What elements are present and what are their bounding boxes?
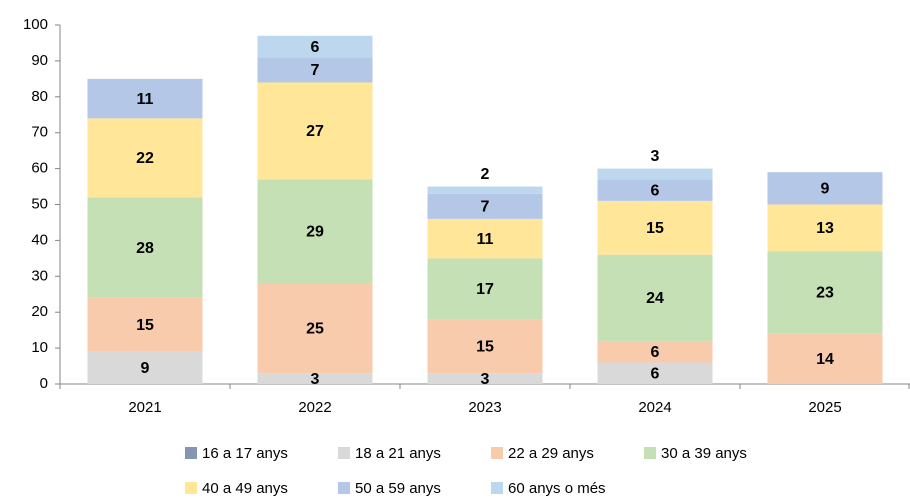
bar-segment xyxy=(767,251,883,334)
value-label: 29 xyxy=(306,224,324,241)
bar-segment xyxy=(427,193,543,219)
legend-swatch xyxy=(338,482,350,494)
legend-label: 50 a 59 anys xyxy=(355,480,441,497)
legend-label: 30 a 39 anys xyxy=(661,445,747,462)
legend-label: 60 anys o més xyxy=(508,480,606,497)
bar-segment xyxy=(597,362,713,384)
x-tick-label: 2022 xyxy=(298,399,331,416)
x-tick-label: 2025 xyxy=(808,399,841,416)
value-label: 6 xyxy=(311,39,320,56)
value-label: 17 xyxy=(476,281,494,298)
legend-swatch xyxy=(185,447,197,459)
value-label: 11 xyxy=(477,231,494,248)
y-tick-label: 30 xyxy=(31,267,48,284)
bar-segment xyxy=(597,340,713,363)
bar-segment xyxy=(427,218,543,259)
value-label: 6 xyxy=(651,365,660,382)
bar-segment xyxy=(597,179,713,201)
value-label: 9 xyxy=(141,360,150,377)
legend-label: 22 a 29 anys xyxy=(508,445,594,462)
y-tick-label: 0 xyxy=(40,375,48,392)
value-label: 15 xyxy=(646,220,664,237)
value-label: 24 xyxy=(646,290,664,307)
legend-swatch xyxy=(338,447,350,459)
bar-segment xyxy=(87,197,203,298)
bar-segment xyxy=(767,204,883,252)
value-label: 2 xyxy=(481,166,490,183)
value-label: 3 xyxy=(651,148,660,165)
value-label: 28 xyxy=(136,240,154,257)
x-tick-label: 2024 xyxy=(638,399,671,416)
bar-segment xyxy=(427,186,543,194)
bar-segment xyxy=(257,373,373,384)
value-label: 27 xyxy=(306,123,324,140)
value-label: 25 xyxy=(306,321,324,338)
legend-label: 18 a 21 anys xyxy=(355,445,441,462)
bar-segment xyxy=(257,57,373,83)
bar-segment xyxy=(87,351,203,384)
legend-swatch xyxy=(644,447,656,459)
legend-label: 40 a 49 anys xyxy=(202,480,288,497)
value-label: 6 xyxy=(651,344,660,361)
value-label: 15 xyxy=(476,339,494,356)
bar-segment xyxy=(257,82,373,180)
value-label: 14 xyxy=(816,351,834,368)
value-label: 11 xyxy=(137,91,154,108)
bar-segment xyxy=(257,179,373,284)
value-label: 9 xyxy=(821,181,830,198)
value-label: 6 xyxy=(651,182,660,199)
y-tick-label: 50 xyxy=(31,195,48,212)
value-label: 3 xyxy=(311,371,320,388)
y-tick-label: 20 xyxy=(31,303,48,320)
y-tick-label: 70 xyxy=(31,124,48,141)
bar-segment xyxy=(597,200,713,255)
bar-segment xyxy=(257,283,373,374)
y-tick-label: 90 xyxy=(31,52,48,69)
bar-segment xyxy=(87,118,203,198)
x-tick-label: 2021 xyxy=(128,399,161,416)
bar-segment xyxy=(767,333,883,384)
y-tick-label: 10 xyxy=(31,339,48,356)
legend-swatch xyxy=(491,482,503,494)
value-label: 15 xyxy=(136,317,154,334)
bar-segment xyxy=(767,172,883,205)
bar-segment xyxy=(87,78,203,119)
bar-segment xyxy=(427,319,543,374)
y-tick-label: 60 xyxy=(31,160,48,177)
legend-swatch xyxy=(185,482,197,494)
y-tick-label: 80 xyxy=(31,88,48,105)
x-tick-label: 2023 xyxy=(468,399,501,416)
bar-segment xyxy=(427,258,543,320)
bar-segment xyxy=(257,35,373,58)
y-tick-label: 40 xyxy=(31,231,48,248)
value-label: 7 xyxy=(481,199,490,216)
bar-segment xyxy=(427,373,543,384)
value-label: 22 xyxy=(136,150,154,167)
value-label: 7 xyxy=(311,62,320,79)
legend-label: 16 a 17 anys xyxy=(202,445,288,462)
bar-segment xyxy=(597,168,713,180)
value-label: 13 xyxy=(816,220,834,237)
y-tick-label: 100 xyxy=(23,16,48,33)
value-label: 3 xyxy=(481,371,490,388)
bar-segment xyxy=(87,297,203,352)
value-label: 23 xyxy=(816,285,834,302)
legend-swatch xyxy=(491,447,503,459)
bar-segment xyxy=(597,254,713,341)
